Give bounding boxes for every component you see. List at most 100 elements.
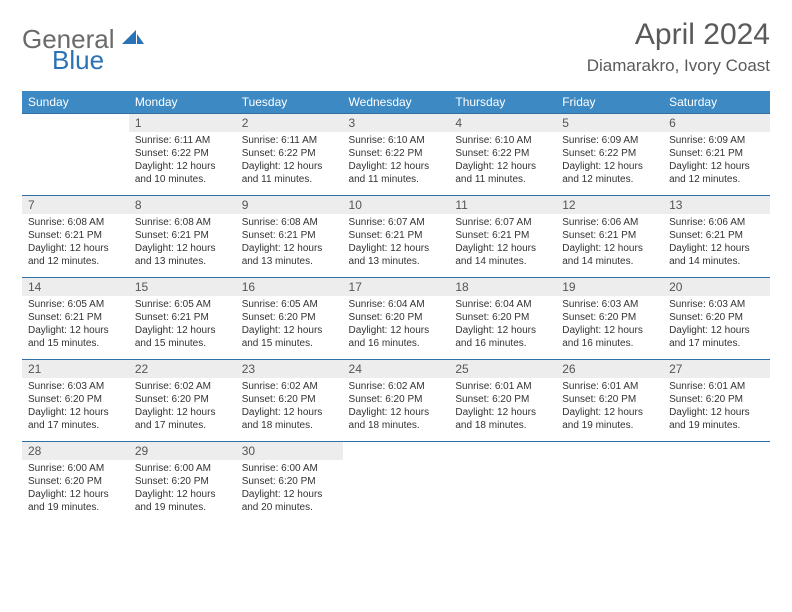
day-body: Sunrise: 6:08 AMSunset: 6:21 PMDaylight:… <box>22 214 129 272</box>
calendar-cell: 6Sunrise: 6:09 AMSunset: 6:21 PMDaylight… <box>663 114 770 196</box>
day-sr: Sunrise: 6:08 AM <box>242 216 337 229</box>
day-d1: Daylight: 12 hours <box>455 242 550 255</box>
day-body: Sunrise: 6:07 AMSunset: 6:21 PMDaylight:… <box>449 214 556 272</box>
day-d1: Daylight: 12 hours <box>28 406 123 419</box>
day-d2: and 17 minutes. <box>669 337 764 350</box>
weekday-header-row: Sunday Monday Tuesday Wednesday Thursday… <box>22 91 770 114</box>
day-sr: Sunrise: 6:05 AM <box>135 298 230 311</box>
calendar-cell: 30Sunrise: 6:00 AMSunset: 6:20 PMDayligh… <box>236 442 343 524</box>
day-number: 21 <box>22 360 129 378</box>
day-ss: Sunset: 6:22 PM <box>455 147 550 160</box>
day-ss: Sunset: 6:21 PM <box>28 311 123 324</box>
day-d1: Daylight: 12 hours <box>669 406 764 419</box>
day-d1: Daylight: 12 hours <box>135 406 230 419</box>
day-body: Sunrise: 6:04 AMSunset: 6:20 PMDaylight:… <box>343 296 450 354</box>
day-d2: and 18 minutes. <box>242 419 337 432</box>
day-d1: Daylight: 12 hours <box>135 160 230 173</box>
day-d2: and 11 minutes. <box>242 173 337 186</box>
day-d1: Daylight: 12 hours <box>455 324 550 337</box>
day-ss: Sunset: 6:20 PM <box>349 393 444 406</box>
day-ss: Sunset: 6:21 PM <box>669 147 764 160</box>
day-d1: Daylight: 12 hours <box>349 406 444 419</box>
day-body: Sunrise: 6:01 AMSunset: 6:20 PMDaylight:… <box>556 378 663 436</box>
day-d2: and 13 minutes. <box>242 255 337 268</box>
day-ss: Sunset: 6:22 PM <box>242 147 337 160</box>
day-number: 4 <box>449 114 556 132</box>
calendar-cell: 27Sunrise: 6:01 AMSunset: 6:20 PMDayligh… <box>663 360 770 442</box>
day-sr: Sunrise: 6:04 AM <box>455 298 550 311</box>
day-number: 9 <box>236 196 343 214</box>
day-body: Sunrise: 6:03 AMSunset: 6:20 PMDaylight:… <box>22 378 129 436</box>
weekday-header: Wednesday <box>343 91 450 114</box>
day-d2: and 18 minutes. <box>349 419 444 432</box>
day-ss: Sunset: 6:21 PM <box>242 229 337 242</box>
day-d1: Daylight: 12 hours <box>242 160 337 173</box>
day-sr: Sunrise: 6:11 AM <box>242 134 337 147</box>
day-ss: Sunset: 6:21 PM <box>455 229 550 242</box>
day-sr: Sunrise: 6:01 AM <box>562 380 657 393</box>
day-number: 10 <box>343 196 450 214</box>
day-body: Sunrise: 6:05 AMSunset: 6:20 PMDaylight:… <box>236 296 343 354</box>
day-d2: and 14 minutes. <box>669 255 764 268</box>
day-d1: Daylight: 12 hours <box>562 406 657 419</box>
day-body: Sunrise: 6:01 AMSunset: 6:20 PMDaylight:… <box>663 378 770 436</box>
day-ss: Sunset: 6:21 PM <box>135 311 230 324</box>
calendar-cell: 18 Sunrise: 6:04 AMSunset: 6:20 PMDayligh… <box>449 278 556 360</box>
day-sr: Sunrise: 6:00 AM <box>135 462 230 475</box>
day-d1: Daylight: 12 hours <box>669 160 764 173</box>
day-sr: Sunrise: 6:04 AM <box>349 298 444 311</box>
day-ss: Sunset: 6:20 PM <box>669 393 764 406</box>
day-d2: and 17 minutes. <box>28 419 123 432</box>
day-number: 15 <box>129 278 236 296</box>
day-d2: and 15 minutes. <box>135 337 230 350</box>
day-number: 8 <box>129 196 236 214</box>
day-number: 23 <box>236 360 343 378</box>
day-number: 14 <box>22 278 129 296</box>
month-title: April 2024 <box>587 18 770 52</box>
day-body: Sunrise: 6:02 AMSunset: 6:20 PMDaylight:… <box>236 378 343 436</box>
day-ss: Sunset: 6:20 PM <box>455 311 550 324</box>
calendar-cell: 12Sunrise: 6:06 AMSunset: 6:21 PMDayligh… <box>556 196 663 278</box>
day-body: Sunrise: 6:06 AMSunset: 6:21 PMDaylight:… <box>663 214 770 272</box>
day-number: 27 <box>663 360 770 378</box>
day-d1: Daylight: 12 hours <box>455 160 550 173</box>
day-body: Sunrise: 6:05 AMSunset: 6:21 PMDaylight:… <box>22 296 129 354</box>
day-d2: and 10 minutes. <box>135 173 230 186</box>
day-sr: Sunrise: 6:01 AM <box>669 380 764 393</box>
day-d2: and 14 minutes. <box>562 255 657 268</box>
calendar-cell: 14Sunrise: 6:05 AMSunset: 6:21 PMDayligh… <box>22 278 129 360</box>
day-body: Sunrise: 6:09 AMSunset: 6:21 PMDaylight:… <box>663 132 770 190</box>
day-d2: and 15 minutes. <box>28 337 123 350</box>
calendar-cell: 4 Sunrise: 6:10 AMSunset: 6:22 PMDaylight… <box>449 114 556 196</box>
header: General Blue April 2024 Diamarakro, Ivor… <box>22 18 770 79</box>
day-d2: and 19 minutes. <box>28 501 123 514</box>
day-number: 7 <box>22 196 129 214</box>
day-sr: Sunrise: 6:09 AM <box>669 134 764 147</box>
calendar-cell: 19Sunrise: 6:03 AMSunset: 6:20 PMDayligh… <box>556 278 663 360</box>
day-sr: Sunrise: 6:02 AM <box>349 380 444 393</box>
day-number: 12 <box>556 196 663 214</box>
day-sr: Sunrise: 6:11 AM <box>135 134 230 147</box>
day-d1: Daylight: 12 hours <box>242 406 337 419</box>
day-sr: Sunrise: 6:10 AM <box>455 134 550 147</box>
day-number: 28 <box>22 442 129 460</box>
day-number: 18 <box>449 278 556 296</box>
day-body: Sunrise: 6:09 AMSunset: 6:22 PMDaylight:… <box>556 132 663 190</box>
day-ss: Sunset: 6:22 PM <box>135 147 230 160</box>
day-d1: Daylight: 12 hours <box>242 488 337 501</box>
day-sr: Sunrise: 6:09 AM <box>562 134 657 147</box>
calendar-cell: 26Sunrise: 6:01 AMSunset: 6:20 PMDayligh… <box>556 360 663 442</box>
calendar-cell <box>22 114 129 196</box>
day-ss: Sunset: 6:20 PM <box>242 311 337 324</box>
day-ss: Sunset: 6:20 PM <box>669 311 764 324</box>
day-ss: Sunset: 6:20 PM <box>455 393 550 406</box>
calendar-row: 21Sunrise: 6:03 AMSunset: 6:20 PMDayligh… <box>22 360 770 442</box>
day-ss: Sunset: 6:21 PM <box>28 229 123 242</box>
day-d2: and 16 minutes. <box>349 337 444 350</box>
day-number: 1 <box>129 114 236 132</box>
day-d2: and 12 minutes. <box>562 173 657 186</box>
day-d1: Daylight: 12 hours <box>135 242 230 255</box>
calendar-cell: 25Sunrise: 6:01 AMSunset: 6:20 PMDayligh… <box>449 360 556 442</box>
day-ss: Sunset: 6:20 PM <box>135 475 230 488</box>
day-sr: Sunrise: 6:05 AM <box>28 298 123 311</box>
